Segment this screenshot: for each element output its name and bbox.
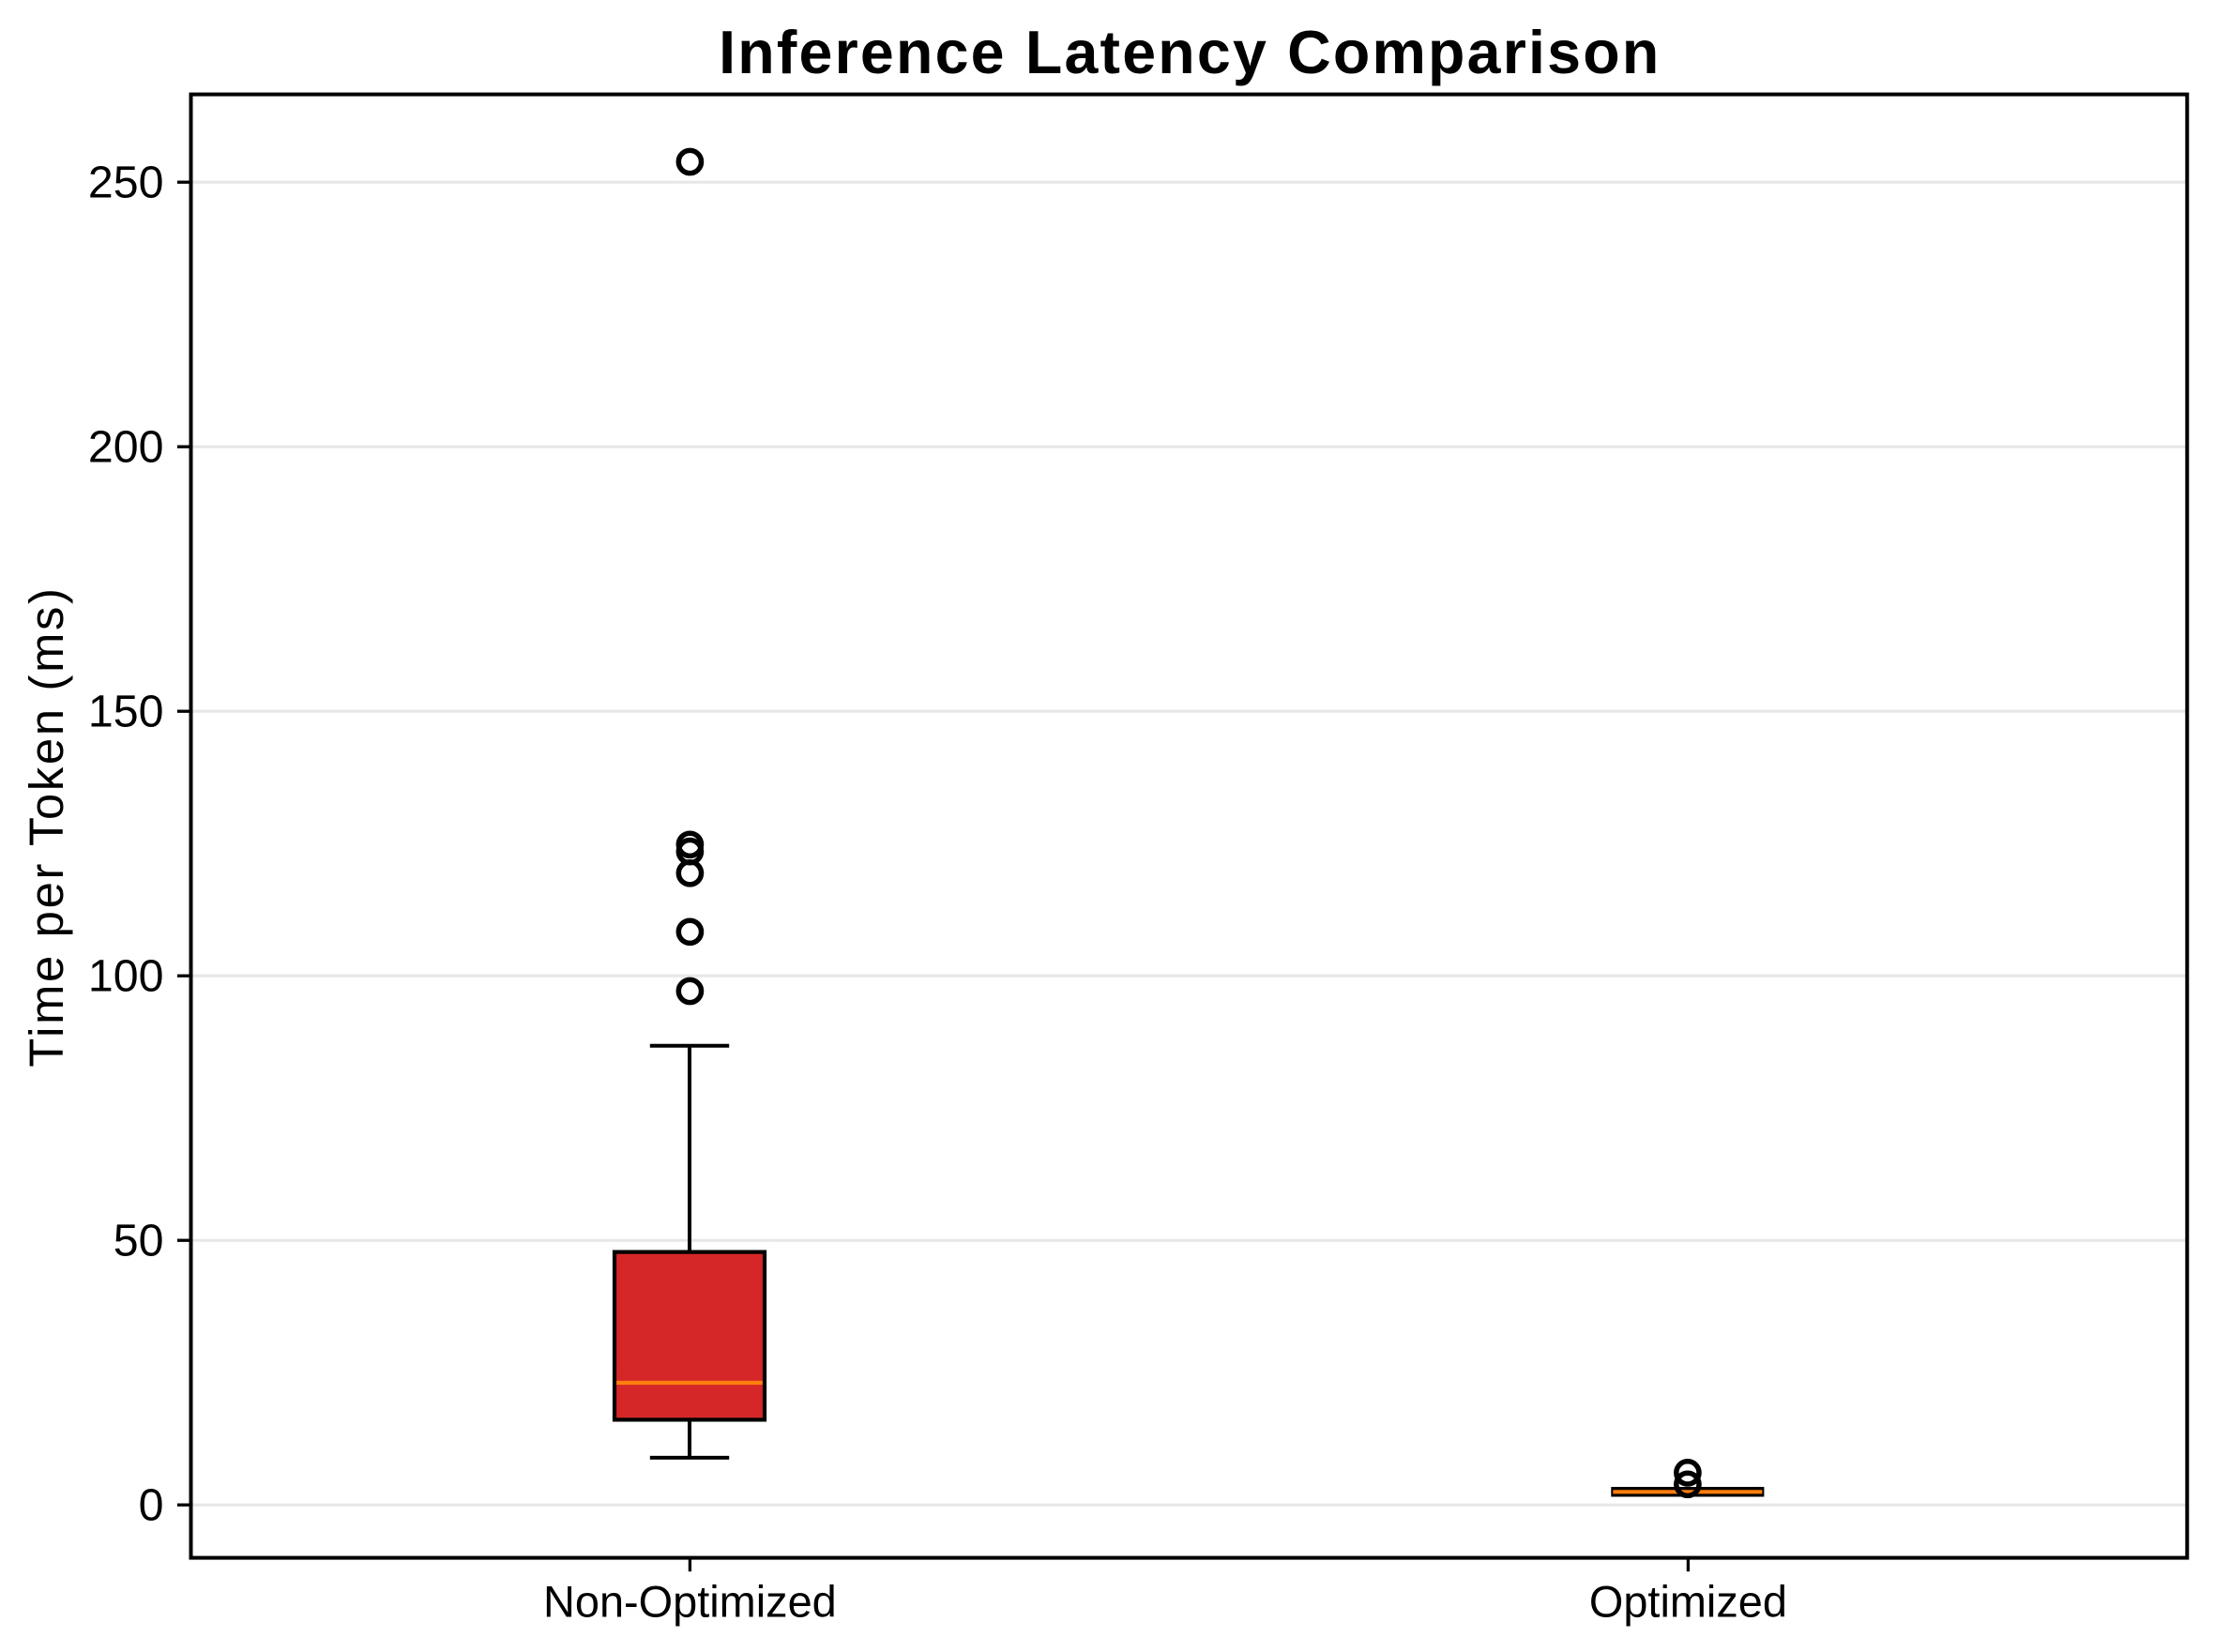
svg-text:50: 50: [114, 1216, 164, 1266]
svg-text:Inference Latency Comparison: Inference Latency Comparison: [719, 19, 1661, 86]
svg-text:Time per Token (ms): Time per Token (ms): [20, 585, 73, 1067]
svg-text:Non-Optimized: Non-Optimized: [543, 1578, 837, 1627]
svg-text:100: 100: [88, 951, 164, 1002]
svg-text:Optimized: Optimized: [1589, 1578, 1787, 1627]
svg-text:150: 150: [88, 687, 164, 737]
svg-text:0: 0: [139, 1480, 164, 1531]
svg-text:200: 200: [88, 422, 164, 473]
svg-text:250: 250: [88, 158, 164, 208]
